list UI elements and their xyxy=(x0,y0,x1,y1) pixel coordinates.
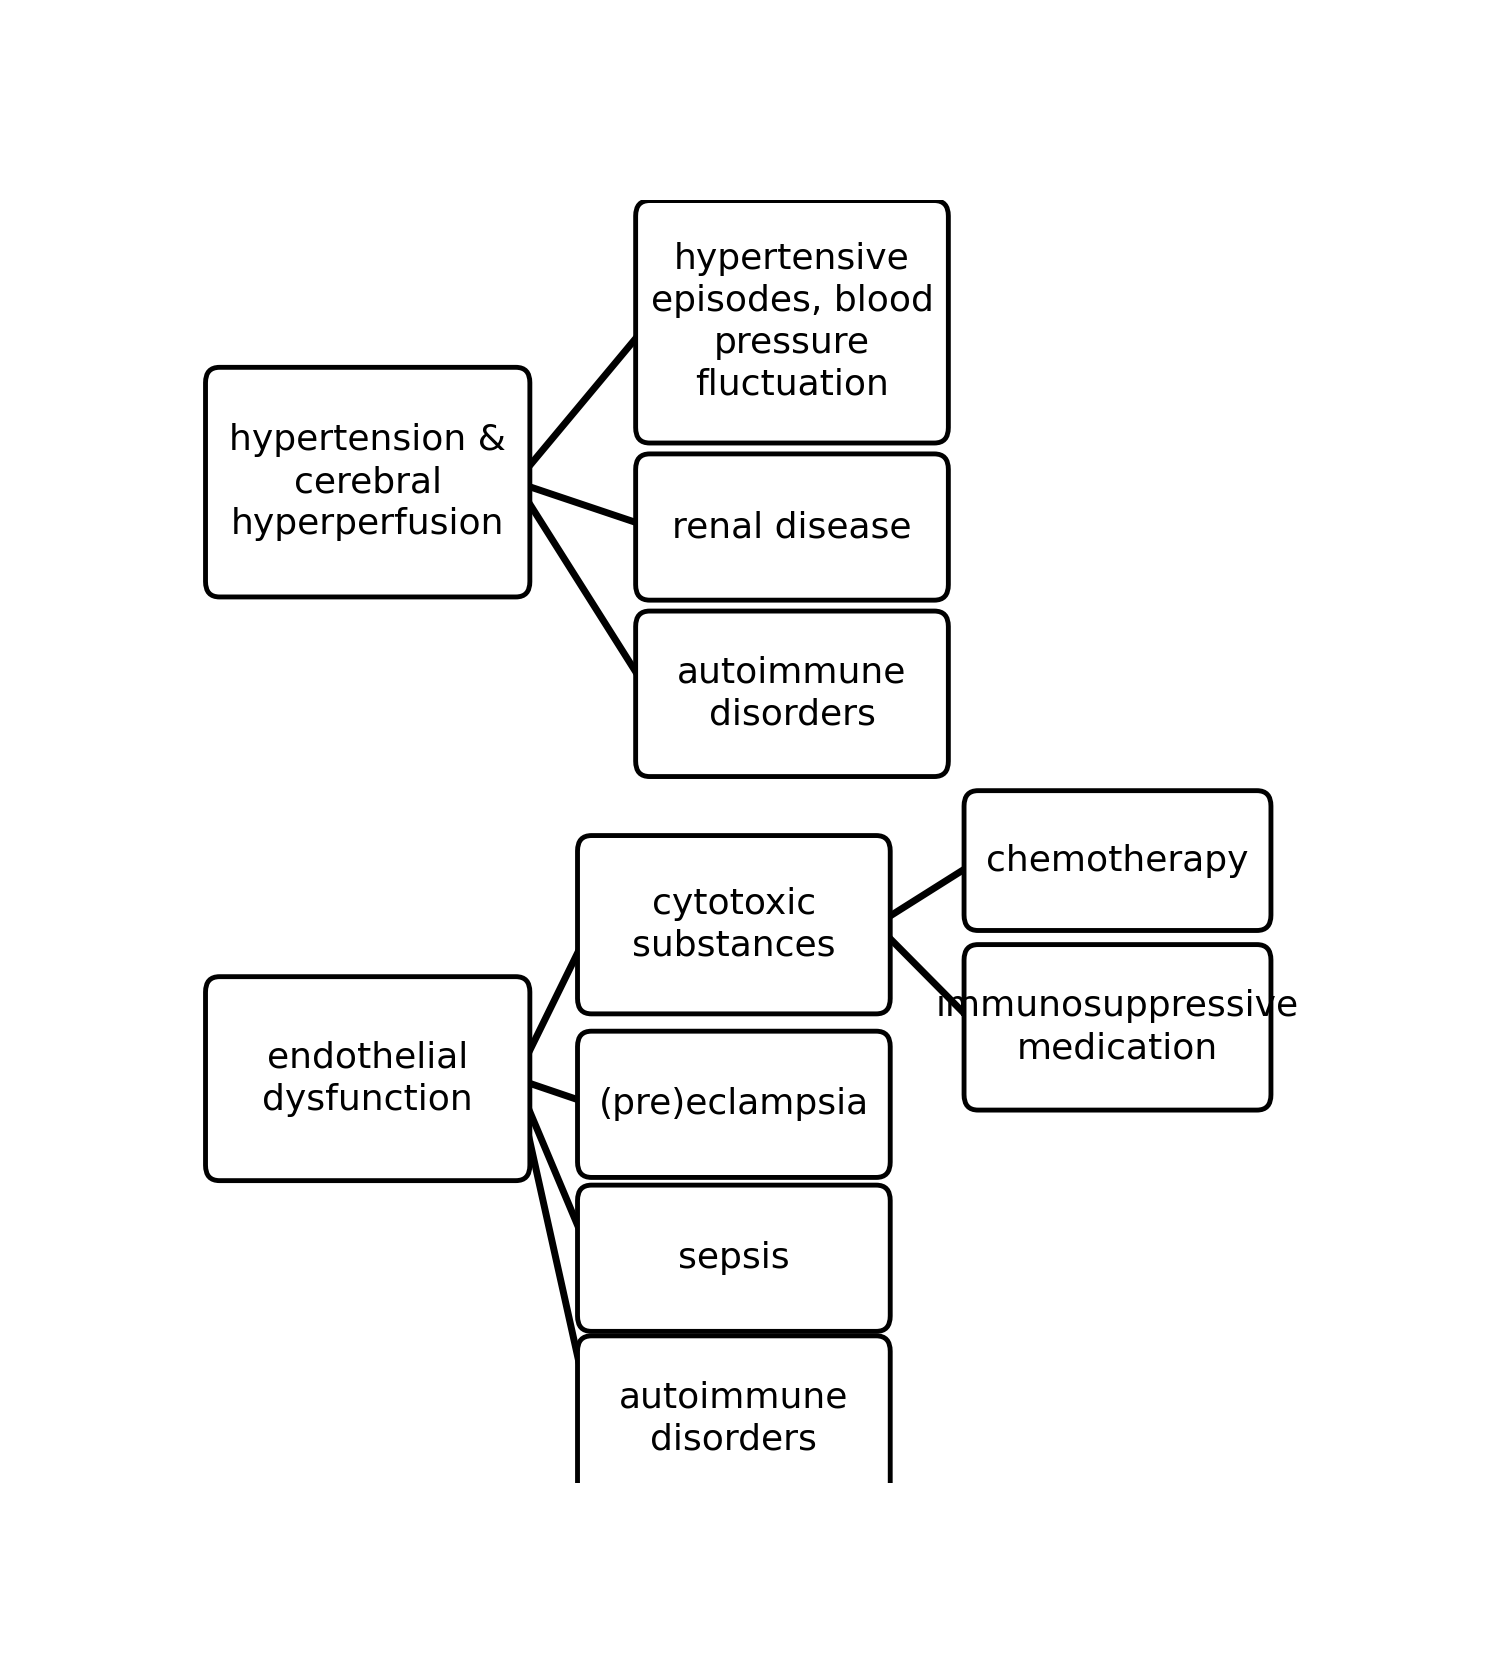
Text: sepsis: sepsis xyxy=(678,1241,789,1274)
Text: hypertension &
cerebral
hyperperfusion: hypertension & cerebral hyperperfusion xyxy=(230,423,506,541)
Text: chemotherapy: chemotherapy xyxy=(987,843,1248,878)
FancyBboxPatch shape xyxy=(578,1336,890,1501)
Text: cytotoxic
substances: cytotoxic substances xyxy=(632,886,836,963)
Text: (pre)eclampsia: (pre)eclampsia xyxy=(598,1088,868,1121)
Text: autoimmune
disorders: autoimmune disorders xyxy=(678,656,906,731)
FancyBboxPatch shape xyxy=(964,945,1270,1110)
Text: endothelial
dysfunction: endothelial dysfunction xyxy=(262,1041,472,1116)
Text: autoimmune
disorders: autoimmune disorders xyxy=(620,1381,849,1456)
FancyBboxPatch shape xyxy=(964,791,1270,931)
FancyBboxPatch shape xyxy=(636,611,948,776)
FancyBboxPatch shape xyxy=(636,453,948,600)
FancyBboxPatch shape xyxy=(578,1031,890,1178)
FancyBboxPatch shape xyxy=(206,367,530,596)
FancyBboxPatch shape xyxy=(636,200,948,443)
Text: hypertensive
episodes, blood
pressure
fluctuation: hypertensive episodes, blood pressure fl… xyxy=(651,242,933,402)
Text: immunosuppressive
medication: immunosuppressive medication xyxy=(936,990,1299,1065)
FancyBboxPatch shape xyxy=(206,976,530,1181)
Text: renal disease: renal disease xyxy=(672,510,912,545)
FancyBboxPatch shape xyxy=(578,836,890,1015)
FancyBboxPatch shape xyxy=(578,1185,890,1331)
